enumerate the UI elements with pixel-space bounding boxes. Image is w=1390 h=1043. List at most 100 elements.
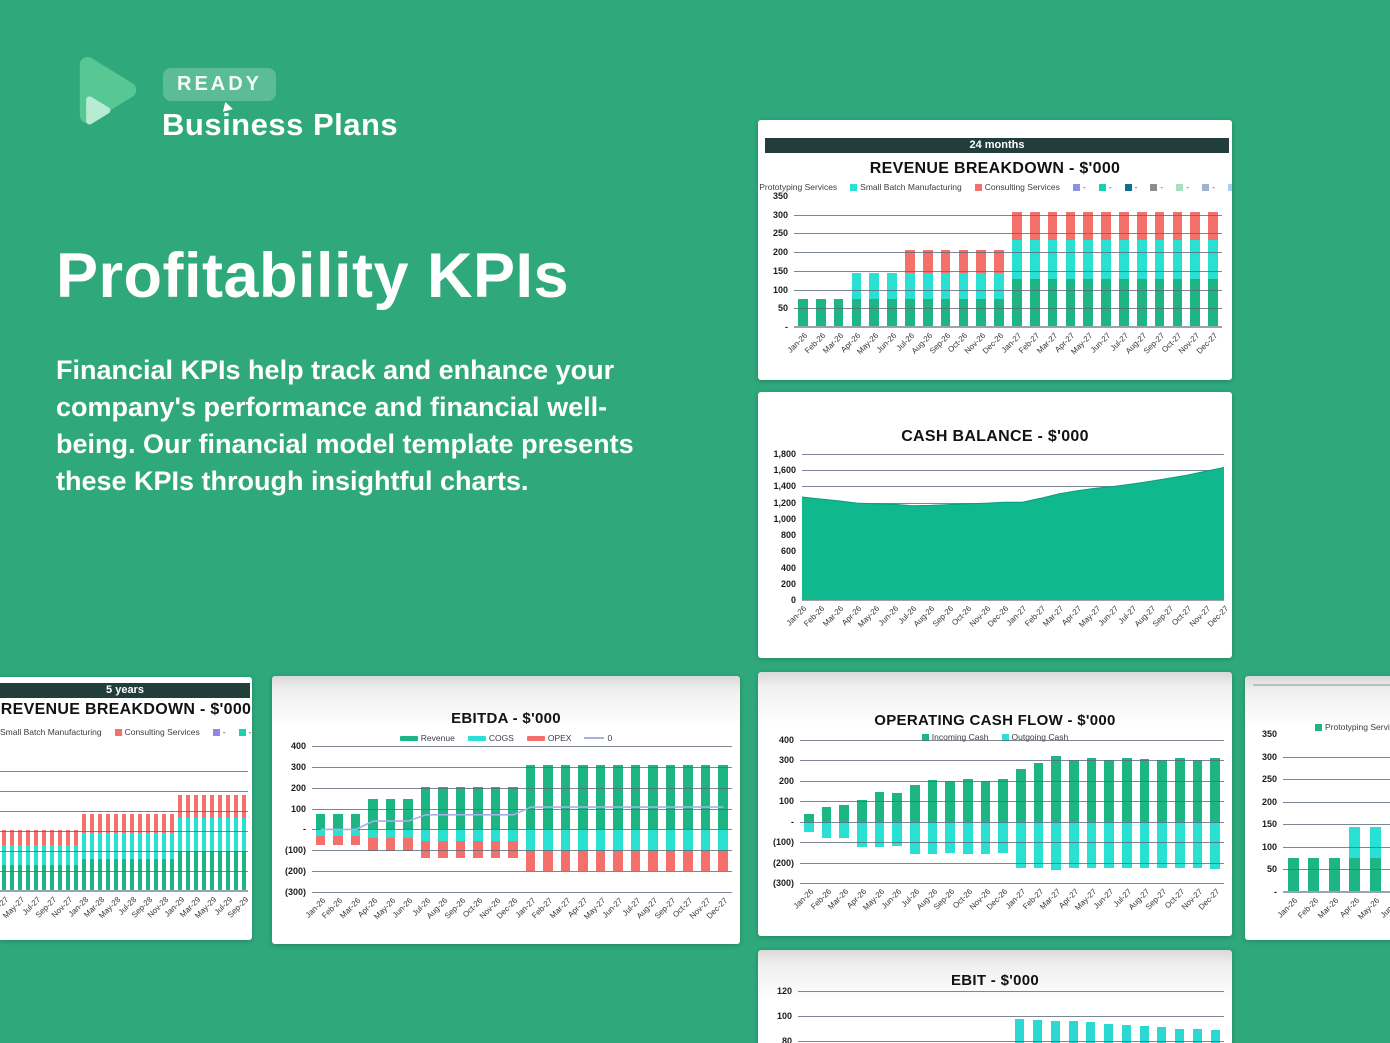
prototyping-services-bar <box>1328 858 1340 892</box>
cogs-bar <box>665 829 676 852</box>
y-tick-label: (300) <box>772 878 794 888</box>
revenue-bar <box>648 765 658 830</box>
small-batch-manufacturing-bar <box>82 833 86 859</box>
y-tick-label: 300 <box>778 755 794 766</box>
y-tick-label: (100) <box>772 837 794 848</box>
cogs-bar <box>333 829 343 836</box>
y-tick-label: 350 <box>772 191 788 201</box>
x-tick-label: Jun-26 <box>1378 896 1390 920</box>
consulting-services-bar <box>170 814 174 833</box>
small-batch-manufacturing-bar <box>1369 826 1381 859</box>
legend-item: Prototyping Services <box>1315 722 1390 732</box>
gridline <box>312 746 732 747</box>
chart-plot-area: 400 300 200 100 - (100) (200) (300) Jan-26 Feb-26… <box>278 741 734 940</box>
cogs-bar <box>648 829 658 852</box>
prototyping-services-bar <box>798 298 808 327</box>
consulting-services-bar <box>242 794 246 819</box>
page-description: Financial KPIs help track and enhance yo… <box>56 355 634 496</box>
revenue-bar <box>438 786 448 830</box>
incoming-cash-bar <box>1122 758 1132 822</box>
small-batch-manufacturing-bar <box>976 272 987 299</box>
opex-bar <box>700 851 711 872</box>
consulting-services-bar <box>122 814 126 833</box>
outgoing-cash-bar <box>980 821 991 854</box>
legend-item: Revenue <box>399 733 455 743</box>
legend-swatch <box>1227 183 1232 191</box>
chart-plot-area: 120 100 80 <box>764 986 1226 1043</box>
gridline <box>794 233 1222 235</box>
y-tick-label: 0 <box>790 595 796 605</box>
cogs-bar <box>315 829 326 836</box>
legend-label: Small Batch Manufacturing <box>860 182 962 192</box>
y-tick-label: (300) <box>284 887 306 897</box>
outgoing-cash-bar <box>1210 821 1220 869</box>
prototyping-services-bar <box>1101 279 1111 327</box>
y-tick-label: 100 <box>776 1011 792 1021</box>
ebit-bar <box>1139 1026 1149 1043</box>
prototyping-services-bar <box>851 298 862 327</box>
outgoing-cash-bar <box>1016 821 1026 869</box>
legend-item: - <box>1072 182 1086 192</box>
plot-region <box>802 454 1224 601</box>
prototyping-services-bar <box>1208 279 1218 327</box>
prototyping-services-bar <box>833 298 844 327</box>
prototyping-services-bar <box>1287 858 1299 892</box>
legend-item: - <box>1150 182 1163 192</box>
incoming-cash-bar <box>963 779 973 822</box>
incoming-cash-bar <box>998 779 1008 822</box>
legend-swatch <box>1315 723 1322 731</box>
consulting-services-bar <box>202 794 206 819</box>
prototyping-services-bar <box>34 865 38 891</box>
opex-bar <box>473 840 483 858</box>
consulting-services-bar <box>1065 212 1076 241</box>
consulting-services-bar <box>1172 212 1183 241</box>
x-tick-label: May-26 <box>1356 896 1382 922</box>
y-tick-label: - <box>791 816 794 827</box>
legend-label: - <box>1186 182 1190 192</box>
y-tick-label: 300 <box>290 761 306 772</box>
legend-item: Outgoing Cash <box>1001 732 1068 742</box>
gridline <box>312 787 732 789</box>
revenue-bar <box>525 765 536 830</box>
chart-title: EBITDA - $'000 <box>451 710 561 727</box>
consulting-services-bar <box>1029 212 1040 241</box>
small-batch-manufacturing-bar <box>2 844 6 866</box>
prototyping-services-bar <box>82 859 86 891</box>
incoming-cash-bar <box>857 799 867 822</box>
opex-bar <box>385 837 396 852</box>
ebit-bar <box>1068 1021 1078 1043</box>
small-batch-manufacturing-bar <box>869 272 880 299</box>
y-tick-label: 100 <box>290 803 306 814</box>
revenue-bar <box>700 765 711 830</box>
small-batch-manufacturing-bar <box>26 844 30 866</box>
opex-bar <box>350 835 361 846</box>
y-tick-label: 250 <box>1261 774 1277 785</box>
gridline <box>0 771 248 772</box>
y-tick-label: 200 <box>1261 796 1277 807</box>
y-tick-label: (200) <box>772 857 794 868</box>
opex-bar <box>420 840 431 858</box>
outgoing-cash-bar <box>1069 821 1079 869</box>
incoming-cash-bar <box>910 785 920 822</box>
small-batch-manufacturing-bar <box>940 272 951 299</box>
consulting-services-bar <box>1136 212 1147 241</box>
opex-bar <box>368 837 378 852</box>
outgoing-cash-bar <box>1192 821 1203 869</box>
small-batch-manufacturing-bar <box>1119 240 1129 280</box>
outgoing-cash-bar <box>910 821 920 855</box>
ebit-bar <box>1192 1028 1202 1043</box>
opex-bar <box>315 835 326 846</box>
opex-bar <box>438 840 448 858</box>
opex-bar <box>455 840 466 858</box>
outgoing-cash-bar <box>839 821 849 838</box>
cogs-bar <box>385 829 396 838</box>
legend-swatch <box>1150 183 1158 191</box>
consulting-services-bar <box>1101 212 1111 241</box>
consulting-services-bar <box>42 829 46 845</box>
plot-region <box>798 986 1224 1043</box>
y-tick-label: - <box>785 322 788 332</box>
legend-swatch <box>467 735 486 741</box>
gridline <box>0 871 248 872</box>
y-tick-label: (200) <box>284 866 306 877</box>
incoming-cash-bar <box>1033 762 1044 822</box>
